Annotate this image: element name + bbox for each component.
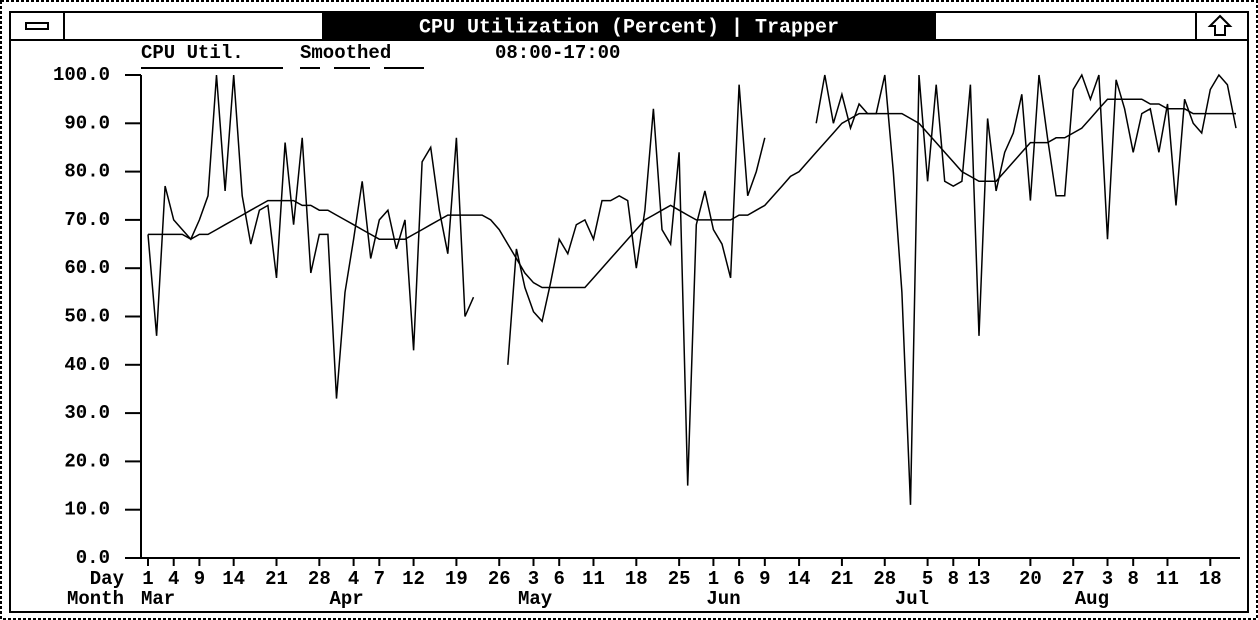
x-tick-label: 11 [1156,568,1179,590]
window-title: CPU Utilization (Percent) | Trapper [419,16,839,39]
y-tick-label: 100.0 [53,64,110,86]
x-tick-label: 3 [528,568,539,590]
x-tick-label: 11 [582,568,605,590]
x-tick-label: 21 [831,568,854,590]
x-tick-label: 21 [265,568,288,590]
x-tick-label: 1 [142,568,153,590]
x-tick-label: 20 [1019,568,1042,590]
month-label: Aug [1075,588,1109,610]
x-tick-label: 4 [348,568,359,590]
y-tick-label: 90.0 [64,112,110,134]
month-label: May [518,588,553,610]
x-tick-label: 5 [922,568,933,590]
x-tick-label: 8 [948,568,959,590]
legend-label: Smoothed [300,42,391,64]
maximize-button[interactable] [1207,14,1233,36]
x-tick-label: 14 [788,568,811,590]
x-tick-label: 26 [488,568,511,590]
y-tick-label: 60.0 [64,257,110,279]
legend-label: CPU Util. [141,42,244,64]
x-tick-label: 7 [374,568,385,590]
month-label: Jul [895,588,929,610]
window-border [9,11,1249,613]
month-label: Mar [141,588,175,610]
title-bar-active [322,12,936,40]
series-line [148,98,1236,289]
x-tick-label: 28 [308,568,331,590]
x-tick-label: 1 [708,568,719,590]
x-tick-label: 18 [625,568,648,590]
x-tick-label: 6 [733,568,744,590]
x-tick-label: 28 [873,568,896,590]
x-tick-label: 8 [1127,568,1138,590]
x-tick-label: 25 [668,568,691,590]
system-menu-button[interactable] [25,22,49,30]
x-tick-label: 18 [1199,568,1222,590]
month-label: Jun [706,588,740,610]
month-axis-label: Month [67,588,124,610]
x-tick-label: 14 [222,568,245,590]
x-tick-label: 27 [1062,568,1085,590]
y-tick-label: 0.0 [76,547,110,569]
x-tick-label: 12 [402,568,425,590]
y-tick-label: 20.0 [64,450,110,472]
month-label: Apr [329,588,363,610]
x-tick-label: 6 [554,568,565,590]
x-tick-label: 3 [1102,568,1113,590]
y-tick-label: 70.0 [64,209,110,231]
y-tick-label: 30.0 [64,402,110,424]
x-tick-label: 4 [168,568,179,590]
x-tick-label: 9 [759,568,770,590]
time-range: 08:00-17:00 [495,42,620,64]
x-axis-label: Day [90,568,125,590]
y-tick-label: 40.0 [64,354,110,376]
x-tick-label: 19 [445,568,468,590]
x-tick-label: 9 [194,568,205,590]
y-tick-label: 80.0 [64,161,110,183]
y-tick-label: 50.0 [64,306,110,328]
x-tick-label: 13 [968,568,991,590]
y-tick-label: 10.0 [64,499,110,521]
